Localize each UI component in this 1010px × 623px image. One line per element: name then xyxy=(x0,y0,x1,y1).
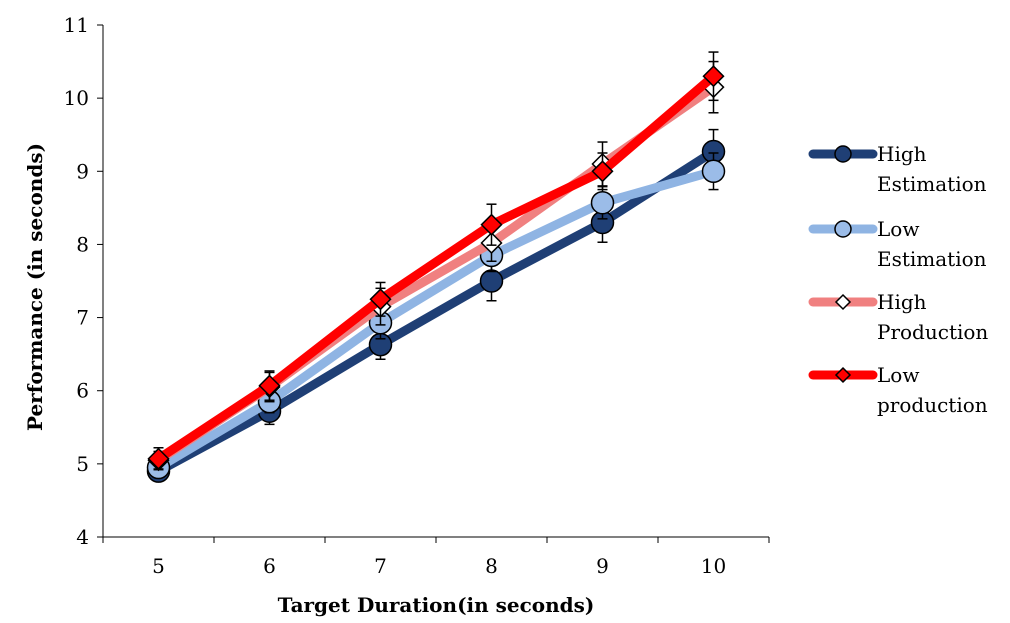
x-tick-label: 10 xyxy=(701,554,726,578)
y-tick-label: 7 xyxy=(76,306,89,330)
y-tick-label: 6 xyxy=(76,379,89,403)
x-tick-label: 7 xyxy=(374,554,387,578)
x-tick-label: 6 xyxy=(263,554,276,578)
data-point xyxy=(369,288,392,311)
data-point xyxy=(258,374,281,397)
legend-label-line: production xyxy=(877,393,988,417)
series-layer xyxy=(146,51,726,483)
axes: 4 5 6 7 8 9 10 11 5 6 7 8 9 10 xyxy=(64,13,770,578)
legend-marker xyxy=(834,220,852,238)
series-line xyxy=(154,147,718,476)
legend-label-line: Low xyxy=(877,363,919,387)
legend-label-line: Low xyxy=(877,217,919,241)
data-point xyxy=(701,159,726,184)
y-axis-title: Performance (in seconds) xyxy=(23,143,47,431)
series-line xyxy=(154,166,718,473)
legend-label-line: Estimation xyxy=(877,247,987,271)
series-line xyxy=(154,71,718,464)
legend-label: Low production xyxy=(877,363,988,417)
x-axis-title: Target Duration(in seconds) xyxy=(278,593,595,617)
legend-label: High Estimation xyxy=(877,142,987,196)
legend-label-line: High xyxy=(877,142,927,166)
legend-label: Low Estimation xyxy=(877,217,987,271)
x-tick-label: 8 xyxy=(485,554,498,578)
legend-marker xyxy=(834,366,852,384)
legend: High Estimation Low Estimation High Productio… xyxy=(808,142,988,417)
data-point xyxy=(480,213,503,236)
y-tick-label: 4 xyxy=(76,525,89,549)
data-point xyxy=(702,65,725,88)
series-3 xyxy=(147,51,725,471)
legend-item-2: High Production xyxy=(808,290,988,344)
legend-label-line: Estimation xyxy=(877,172,987,196)
y-tick-label: 5 xyxy=(76,452,89,476)
x-tick-label: 9 xyxy=(596,554,609,578)
legend-item-0: High Estimation xyxy=(808,142,987,196)
data-point xyxy=(591,160,614,183)
legend-marker xyxy=(834,293,852,311)
y-tick-label: 11 xyxy=(64,13,89,37)
legend-item-1: Low Estimation xyxy=(808,217,987,271)
y-tick-label: 8 xyxy=(76,232,89,256)
legend-label-line: Production xyxy=(877,320,988,344)
x-tick-label: 5 xyxy=(152,554,165,578)
y-tick-label: 9 xyxy=(76,159,89,183)
legend-label: High Production xyxy=(877,290,988,344)
data-point xyxy=(147,447,170,470)
data-point xyxy=(590,190,615,215)
data-point xyxy=(479,269,504,293)
legend-marker xyxy=(834,145,852,163)
series-0 xyxy=(146,128,726,483)
legend-label-line: High xyxy=(877,290,927,314)
legend-item-3: Low production xyxy=(808,363,988,417)
y-tick-label: 10 xyxy=(64,86,89,110)
